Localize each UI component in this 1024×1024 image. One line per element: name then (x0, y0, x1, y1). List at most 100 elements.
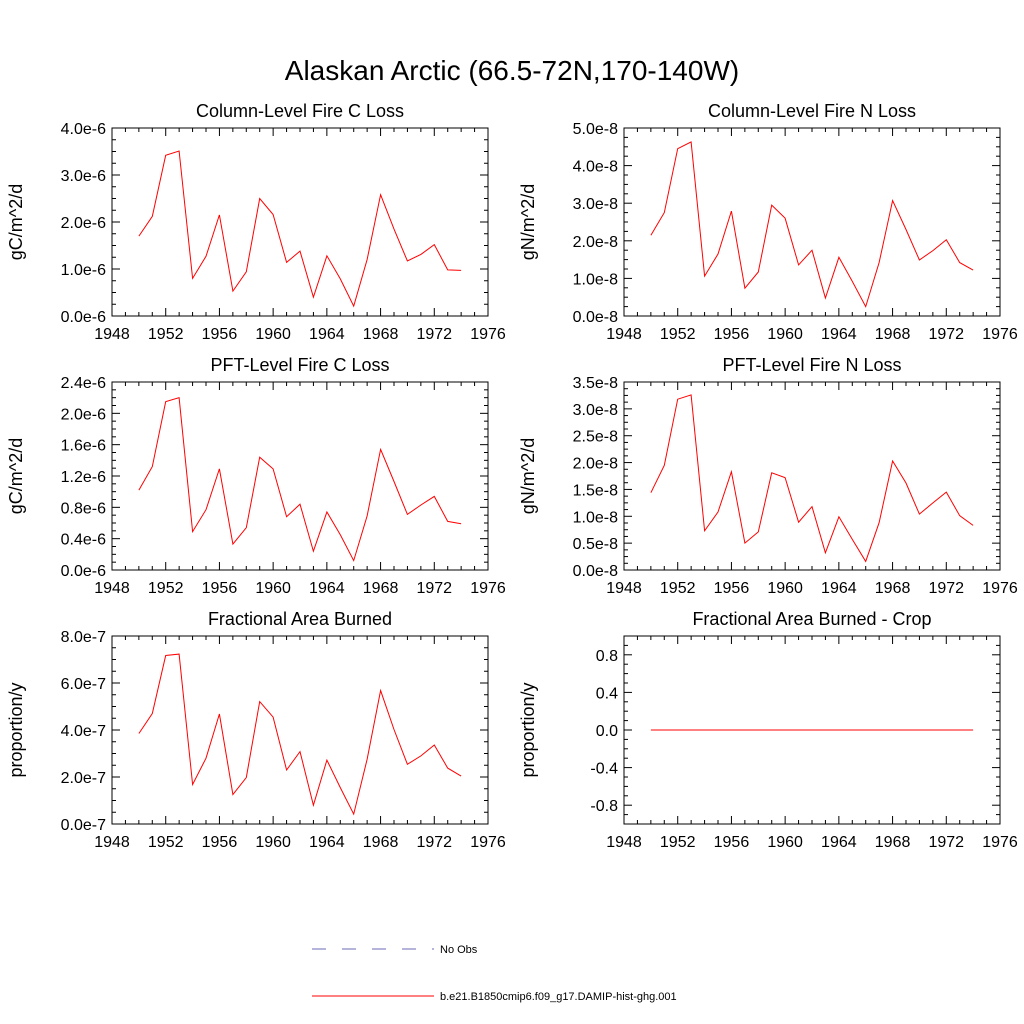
chart-3-xtick-label: 1956 (202, 580, 238, 597)
chart-1-ylabel: gC/m^2/d (6, 184, 26, 260)
chart-2-frame (623, 127, 1001, 317)
chart-6-xtick-label: 1960 (767, 834, 803, 851)
chart-3-ytick-label: 2.0e-6 (61, 406, 106, 423)
chart-6-xtick-label: 1948 (606, 834, 642, 851)
chart-4-ytick-label: 1.0e-8 (573, 509, 618, 526)
chart-3-xtick-label: 1972 (416, 580, 452, 597)
chart-2-xtick-label: 1976 (982, 326, 1018, 343)
chart-5-ytick-label: 8.0e-7 (61, 629, 106, 646)
chart-4-ytick-label: 2.0e-8 (573, 456, 618, 473)
chart-1-ytick-label: 3.0e-6 (61, 168, 106, 185)
chart-5-xtick-label: 1964 (309, 834, 345, 851)
chart-5-ytick-label: 2.0e-7 (61, 770, 106, 787)
chart-5-xtick-label: 1960 (255, 834, 291, 851)
chart-6-xtick-label: 1972 (928, 834, 964, 851)
chart-5-xtick-label: 1948 (94, 834, 130, 851)
chart-3-ytick-label: 0.4e-6 (61, 532, 106, 549)
chart-1-xtick-label: 1956 (202, 326, 238, 343)
chart-3-xtick-label: 1948 (94, 580, 130, 597)
chart-5-ylabel: proportion/y (6, 682, 26, 777)
chart-6-ytick-label: 0.8 (596, 648, 618, 665)
legend-obs-label: No Obs (440, 944, 478, 956)
figure-title: Alaskan Arctic (66.5-72N,170-140W) (285, 55, 739, 86)
chart-6-title: Fractional Area Burned - Crop (692, 609, 931, 629)
chart-1-xtick-label: 1952 (148, 326, 184, 343)
chart-2-ytick-label: 5.0e-8 (573, 121, 618, 138)
chart-5-xtick-label: 1976 (470, 834, 506, 851)
chart-6-ytick-label: 0.0 (596, 723, 618, 740)
chart-1-xtick-label: 1948 (94, 326, 130, 343)
chart-3-xtick-label: 1968 (363, 580, 399, 597)
chart-3-xtick-label: 1952 (148, 580, 184, 597)
chart-5-ytick-label: 4.0e-7 (61, 723, 106, 740)
chart-1-ytick-label: 0.0e-6 (61, 309, 106, 326)
chart-6-ytick-label: -0.8 (590, 798, 618, 815)
chart-3-ytick-label: 1.6e-6 (61, 438, 106, 455)
chart-6-xtick-label: 1956 (714, 834, 750, 851)
chart-4-ylabel: gN/m^2/d (518, 438, 538, 514)
chart-6-ylabel: proportion/y (518, 682, 538, 777)
chart-3-ytick-label: 2.4e-6 (61, 375, 106, 392)
chart-2-xtick-label: 1960 (767, 326, 803, 343)
chart-2-xtick-label: 1956 (714, 326, 750, 343)
chart-4-title: PFT-Level Fire N Loss (722, 355, 901, 375)
chart-6-xtick-label: 1976 (982, 834, 1018, 851)
chart-2-series-line (650, 141, 974, 308)
chart-4-ytick-label: 3.5e-8 (573, 375, 618, 392)
chart-4-frame (623, 381, 1001, 571)
chart-3-title: PFT-Level Fire C Loss (210, 355, 389, 375)
chart-4-xtick-label: 1956 (714, 580, 750, 597)
chart-6-xtick-label: 1964 (821, 834, 857, 851)
chart-1-ytick-label: 4.0e-6 (61, 121, 106, 138)
chart-1-series-line (138, 150, 462, 308)
chart-4-ytick-label: 2.5e-8 (573, 429, 618, 446)
chart-2-xtick-label: 1968 (875, 326, 911, 343)
chart-3-xtick-label: 1964 (309, 580, 345, 597)
panels: Column-Level Fire C Loss gC/m^2/d 1948 1952… (6, 101, 1018, 851)
chart-2-ytick-label: 1.0e-8 (573, 271, 618, 288)
chart-1: Column-Level Fire C Loss gC/m^2/d 1948 1952… (6, 101, 506, 343)
chart-1-title: Column-Level Fire C Loss (196, 101, 404, 121)
chart-4-ytick-label: 3.0e-8 (573, 402, 618, 419)
legend: No Obs b.e21.B1850cmip6.f09_g17.DAMIP-hi… (312, 944, 677, 1003)
chart-3-ytick-label: 1.2e-6 (61, 469, 106, 486)
chart-2-ytick-label: 3.0e-8 (573, 196, 618, 213)
chart-1-ytick-label: 1.0e-6 (61, 262, 106, 279)
chart-5-xtick-label: 1972 (416, 834, 452, 851)
chart-4: PFT-Level Fire N Loss gN/m^2/d 1948 1952 195… (518, 355, 1018, 597)
chart-5-ytick-label: 6.0e-7 (61, 676, 106, 693)
chart-2-ytick-label: 2.0e-8 (573, 234, 618, 251)
chart-5-title: Fractional Area Burned (208, 609, 392, 629)
chart-2-xtick-label: 1948 (606, 326, 642, 343)
chart-2-xtick-label: 1952 (660, 326, 696, 343)
chart-3-series-line (138, 397, 462, 562)
chart-6-xtick-label: 1968 (875, 834, 911, 851)
chart-1-xtick-label: 1960 (255, 326, 291, 343)
chart-4-xtick-label: 1968 (875, 580, 911, 597)
chart-5-series-line (138, 653, 462, 816)
chart-6-ytick-label: -0.4 (590, 761, 618, 778)
chart-3: PFT-Level Fire C Loss gC/m^2/d 1948 1952 195… (6, 355, 506, 597)
chart-4-xtick-label: 1976 (982, 580, 1018, 597)
chart-2-xtick-label: 1972 (928, 326, 964, 343)
chart-3-ylabel: gC/m^2/d (6, 438, 26, 514)
chart-1-xtick-label: 1976 (470, 326, 506, 343)
chart-4-xtick-label: 1952 (660, 580, 696, 597)
chart-4-series-line (650, 394, 974, 563)
chart-5-ytick-label: 0.0e-7 (61, 817, 106, 834)
chart-2-xtick-label: 1964 (821, 326, 857, 343)
chart-6-xtick-label: 1952 (660, 834, 696, 851)
chart-3-xtick-label: 1976 (470, 580, 506, 597)
chart-2: Column-Level Fire N Loss gN/m^2/d 1948 1952… (518, 101, 1018, 343)
chart-3-ytick-label: 0.8e-6 (61, 500, 106, 517)
chart-2-ytick-label: 0.0e-8 (573, 309, 618, 326)
legend-model-label: b.e21.B1850cmip6.f09_g17.DAMIP-hist-ghg.… (440, 991, 677, 1003)
chart-5-xtick-label: 1956 (202, 834, 238, 851)
chart-3-frame (111, 381, 489, 571)
chart-1-xtick-label: 1968 (363, 326, 399, 343)
chart-5: Fractional Area Burned proportion/y 1948 19… (6, 609, 506, 851)
chart-2-title: Column-Level Fire N Loss (708, 101, 916, 121)
chart-4-ytick-label: 0.5e-8 (573, 536, 618, 553)
chart-5-frame (111, 635, 489, 825)
